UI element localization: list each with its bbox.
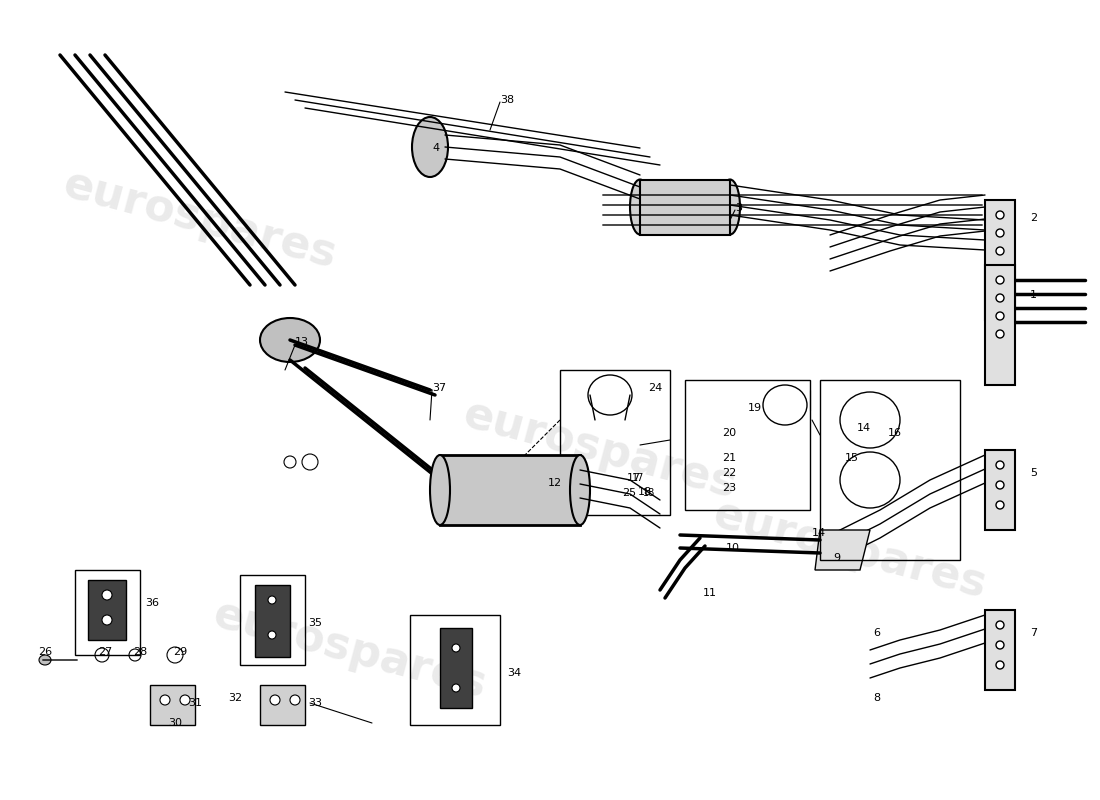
Text: 9: 9 [833,553,840,563]
Ellipse shape [102,590,112,600]
Text: 5: 5 [1030,468,1037,478]
Ellipse shape [268,631,276,639]
Text: 24: 24 [648,383,662,393]
Ellipse shape [430,455,450,525]
Ellipse shape [996,229,1004,237]
Text: 2: 2 [1030,213,1037,223]
Bar [150,685,195,725]
Ellipse shape [412,117,448,177]
Ellipse shape [996,276,1004,284]
Ellipse shape [996,211,1004,219]
Text: 14: 14 [857,423,871,433]
Text: eurospares: eurospares [459,393,741,507]
Ellipse shape [160,695,170,705]
Text: 33: 33 [308,698,322,708]
Bar [260,685,305,725]
Ellipse shape [996,661,1004,669]
Ellipse shape [996,501,1004,509]
Bar [440,628,472,708]
Bar [88,580,126,640]
Text: 10: 10 [726,543,740,553]
Bar [984,200,1015,320]
Bar [984,450,1015,530]
Text: 25: 25 [621,488,636,498]
Text: 18: 18 [638,487,652,497]
Text: 11: 11 [703,588,717,598]
Text: 31: 31 [188,698,202,708]
Bar [75,570,140,655]
Text: 17: 17 [627,473,641,483]
Bar [685,380,810,510]
Ellipse shape [270,695,280,705]
Ellipse shape [102,615,112,625]
Ellipse shape [996,641,1004,649]
Text: 34: 34 [507,668,521,678]
Text: 6: 6 [873,628,880,638]
Ellipse shape [452,644,460,652]
Text: 27: 27 [98,647,112,657]
Polygon shape [815,530,870,570]
Text: 22: 22 [722,468,736,478]
Text: 35: 35 [308,618,322,628]
Bar [240,575,305,665]
Bar [560,370,670,515]
Ellipse shape [268,596,276,604]
Ellipse shape [996,621,1004,629]
Bar [984,610,1015,690]
Ellipse shape [996,461,1004,469]
Bar [410,615,500,725]
Text: 37: 37 [432,383,447,393]
Bar [640,180,730,235]
Text: 16: 16 [888,428,902,438]
Bar [984,265,1015,385]
Bar [440,455,580,525]
Ellipse shape [996,481,1004,489]
Ellipse shape [720,179,740,234]
Text: 23: 23 [722,483,736,493]
Text: 29: 29 [173,647,187,657]
Ellipse shape [570,455,590,525]
Text: 8: 8 [873,693,880,703]
Text: 13: 13 [295,337,309,347]
Text: 26: 26 [39,647,52,657]
Text: 32: 32 [228,693,242,703]
Text: eurospares: eurospares [209,593,492,707]
Text: eurospares: eurospares [708,493,991,607]
Text: 20: 20 [722,428,736,438]
Text: 12: 12 [548,478,562,488]
Text: eurospares: eurospares [58,163,341,277]
Text: 18: 18 [644,488,656,498]
Ellipse shape [180,695,190,705]
Ellipse shape [996,312,1004,320]
Text: 21: 21 [722,453,736,463]
Text: 15: 15 [845,453,859,463]
Ellipse shape [996,330,1004,338]
Text: 36: 36 [145,598,160,608]
Ellipse shape [39,655,51,665]
Text: 30: 30 [168,718,182,728]
Text: 19: 19 [748,403,762,413]
Text: 38: 38 [500,95,514,105]
Ellipse shape [630,179,650,234]
Text: 3: 3 [735,203,743,213]
Bar [820,380,960,560]
Text: 7: 7 [1030,628,1037,638]
Ellipse shape [260,318,320,362]
Text: 17: 17 [632,473,645,483]
Text: 4: 4 [432,143,439,153]
Text: 14: 14 [812,528,826,538]
Ellipse shape [996,265,1004,273]
Ellipse shape [452,684,460,692]
Ellipse shape [996,294,1004,302]
Text: 28: 28 [133,647,147,657]
Bar [255,585,290,657]
Text: 1: 1 [1030,290,1037,300]
Ellipse shape [996,247,1004,255]
Ellipse shape [290,695,300,705]
